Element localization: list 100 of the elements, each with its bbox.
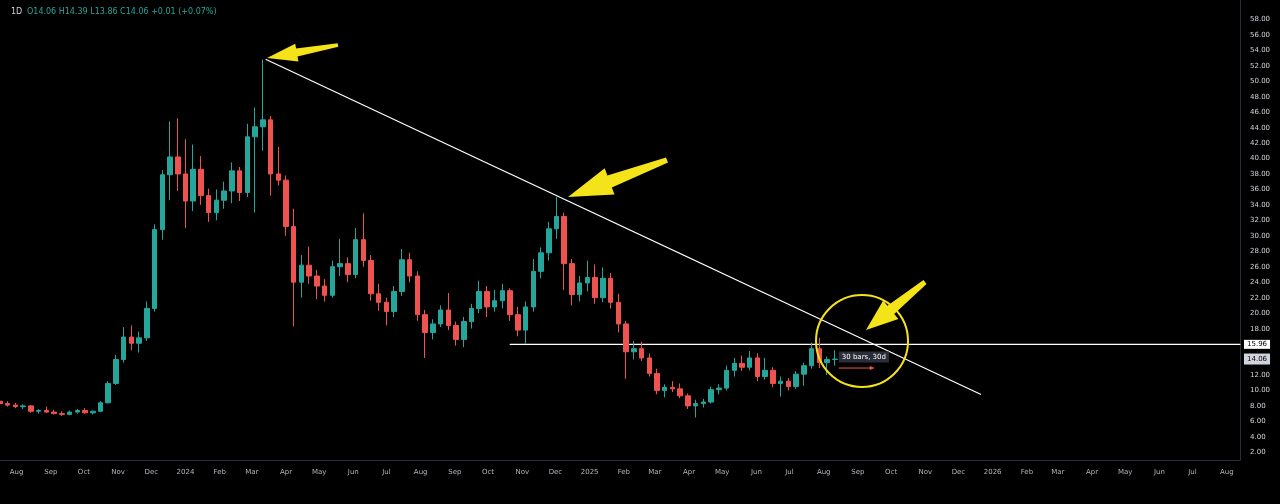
text: 1D bbox=[11, 6, 23, 16]
candlestick bbox=[484, 285, 490, 318]
candlestick bbox=[538, 246, 544, 279]
candlestick bbox=[51, 409, 57, 415]
candlestick bbox=[755, 352, 760, 382]
candlestick bbox=[461, 316, 467, 348]
candlestick bbox=[422, 309, 428, 359]
text: O14.06 H14.39 L13.86 C14.06 +0.01 (+0.07%) bbox=[27, 6, 217, 16]
candlestick bbox=[446, 292, 451, 331]
candlestick bbox=[368, 254, 374, 302]
candlestick bbox=[724, 365, 729, 391]
candlestick bbox=[732, 357, 737, 377]
candlestick bbox=[391, 285, 397, 318]
candlestick bbox=[631, 340, 637, 360]
candlestick bbox=[701, 398, 706, 408]
candlestick bbox=[500, 283, 505, 309]
candlestick bbox=[113, 354, 119, 386]
candlestick bbox=[832, 349, 838, 367]
candlestick bbox=[276, 146, 281, 187]
candlestick bbox=[121, 326, 126, 364]
candlestick bbox=[453, 321, 459, 347]
candlestick bbox=[647, 352, 652, 377]
candlestick bbox=[608, 272, 613, 309]
candlestick bbox=[5, 400, 10, 408]
candlestick bbox=[322, 278, 327, 303]
candlestick bbox=[793, 370, 799, 390]
candlestick bbox=[291, 208, 296, 327]
candlestick bbox=[469, 303, 474, 330]
candlestick bbox=[654, 368, 660, 395]
candlestick bbox=[639, 341, 644, 362]
candlestick bbox=[152, 223, 157, 313]
candlestick bbox=[283, 175, 289, 237]
candlestick bbox=[190, 144, 196, 212]
candlestick bbox=[546, 221, 552, 262]
candlestick bbox=[407, 252, 412, 283]
candlestick bbox=[260, 59, 266, 152]
candlestick bbox=[770, 366, 776, 388]
candlestick bbox=[523, 301, 528, 345]
candlestick bbox=[561, 212, 567, 291]
candlestick bbox=[44, 406, 49, 414]
candlestick bbox=[268, 115, 273, 197]
candlestick bbox=[175, 117, 181, 192]
candlestick bbox=[330, 260, 335, 299]
candlestick bbox=[28, 404, 34, 414]
candlestick bbox=[376, 283, 381, 312]
candlestick bbox=[384, 297, 389, 326]
candlestick bbox=[415, 270, 420, 322]
candlestick bbox=[430, 318, 436, 340]
candlestick bbox=[229, 161, 235, 204]
candlestick bbox=[361, 212, 366, 268]
candlestick bbox=[824, 355, 830, 376]
candlestick bbox=[747, 350, 752, 371]
candlestick bbox=[507, 287, 513, 322]
candlestick bbox=[129, 324, 134, 351]
candlestick bbox=[693, 399, 698, 418]
candlestick bbox=[569, 258, 575, 306]
candlestick bbox=[554, 196, 559, 240]
candlestick bbox=[306, 246, 312, 285]
candlestick bbox=[592, 263, 598, 305]
candlestick bbox=[82, 407, 88, 415]
candlestick bbox=[786, 377, 791, 391]
candlestick bbox=[515, 306, 521, 337]
candlestick bbox=[59, 410, 65, 417]
candlestick bbox=[67, 410, 72, 416]
candlestick bbox=[600, 267, 606, 303]
candlestick bbox=[20, 403, 26, 410]
candlestick bbox=[337, 238, 343, 277]
candlestick bbox=[531, 258, 536, 313]
candlestick bbox=[314, 269, 320, 300]
candlestick bbox=[98, 400, 103, 413]
candlestick bbox=[167, 120, 173, 201]
candlestick bbox=[708, 386, 714, 405]
candlestick bbox=[183, 138, 188, 229]
candlestick bbox=[662, 383, 667, 398]
candlestick bbox=[476, 280, 482, 314]
candlestick bbox=[716, 383, 722, 395]
candlestick bbox=[206, 188, 211, 223]
candlestick bbox=[198, 155, 204, 206]
candlestick bbox=[144, 301, 150, 342]
candlestick bbox=[345, 256, 351, 283]
candlestick bbox=[160, 169, 165, 241]
candlestick bbox=[585, 260, 590, 292]
candlestick bbox=[670, 380, 675, 393]
candlestick bbox=[237, 166, 242, 202]
candlestick bbox=[105, 380, 111, 405]
candlestick bbox=[739, 355, 745, 372]
candlestick bbox=[616, 293, 621, 333]
candlestick bbox=[214, 188, 219, 221]
candlestick bbox=[623, 320, 629, 380]
candlestick bbox=[778, 376, 783, 398]
candlestick bbox=[677, 382, 683, 399]
candlestick bbox=[245, 123, 250, 198]
candlestick bbox=[685, 393, 691, 410]
candlestick bbox=[801, 362, 807, 387]
candlestick bbox=[353, 227, 358, 279]
candlestick bbox=[399, 248, 405, 297]
candlestick bbox=[13, 402, 18, 409]
candlestick bbox=[221, 181, 227, 210]
candlestick bbox=[136, 331, 142, 354]
candlestick bbox=[36, 408, 41, 415]
